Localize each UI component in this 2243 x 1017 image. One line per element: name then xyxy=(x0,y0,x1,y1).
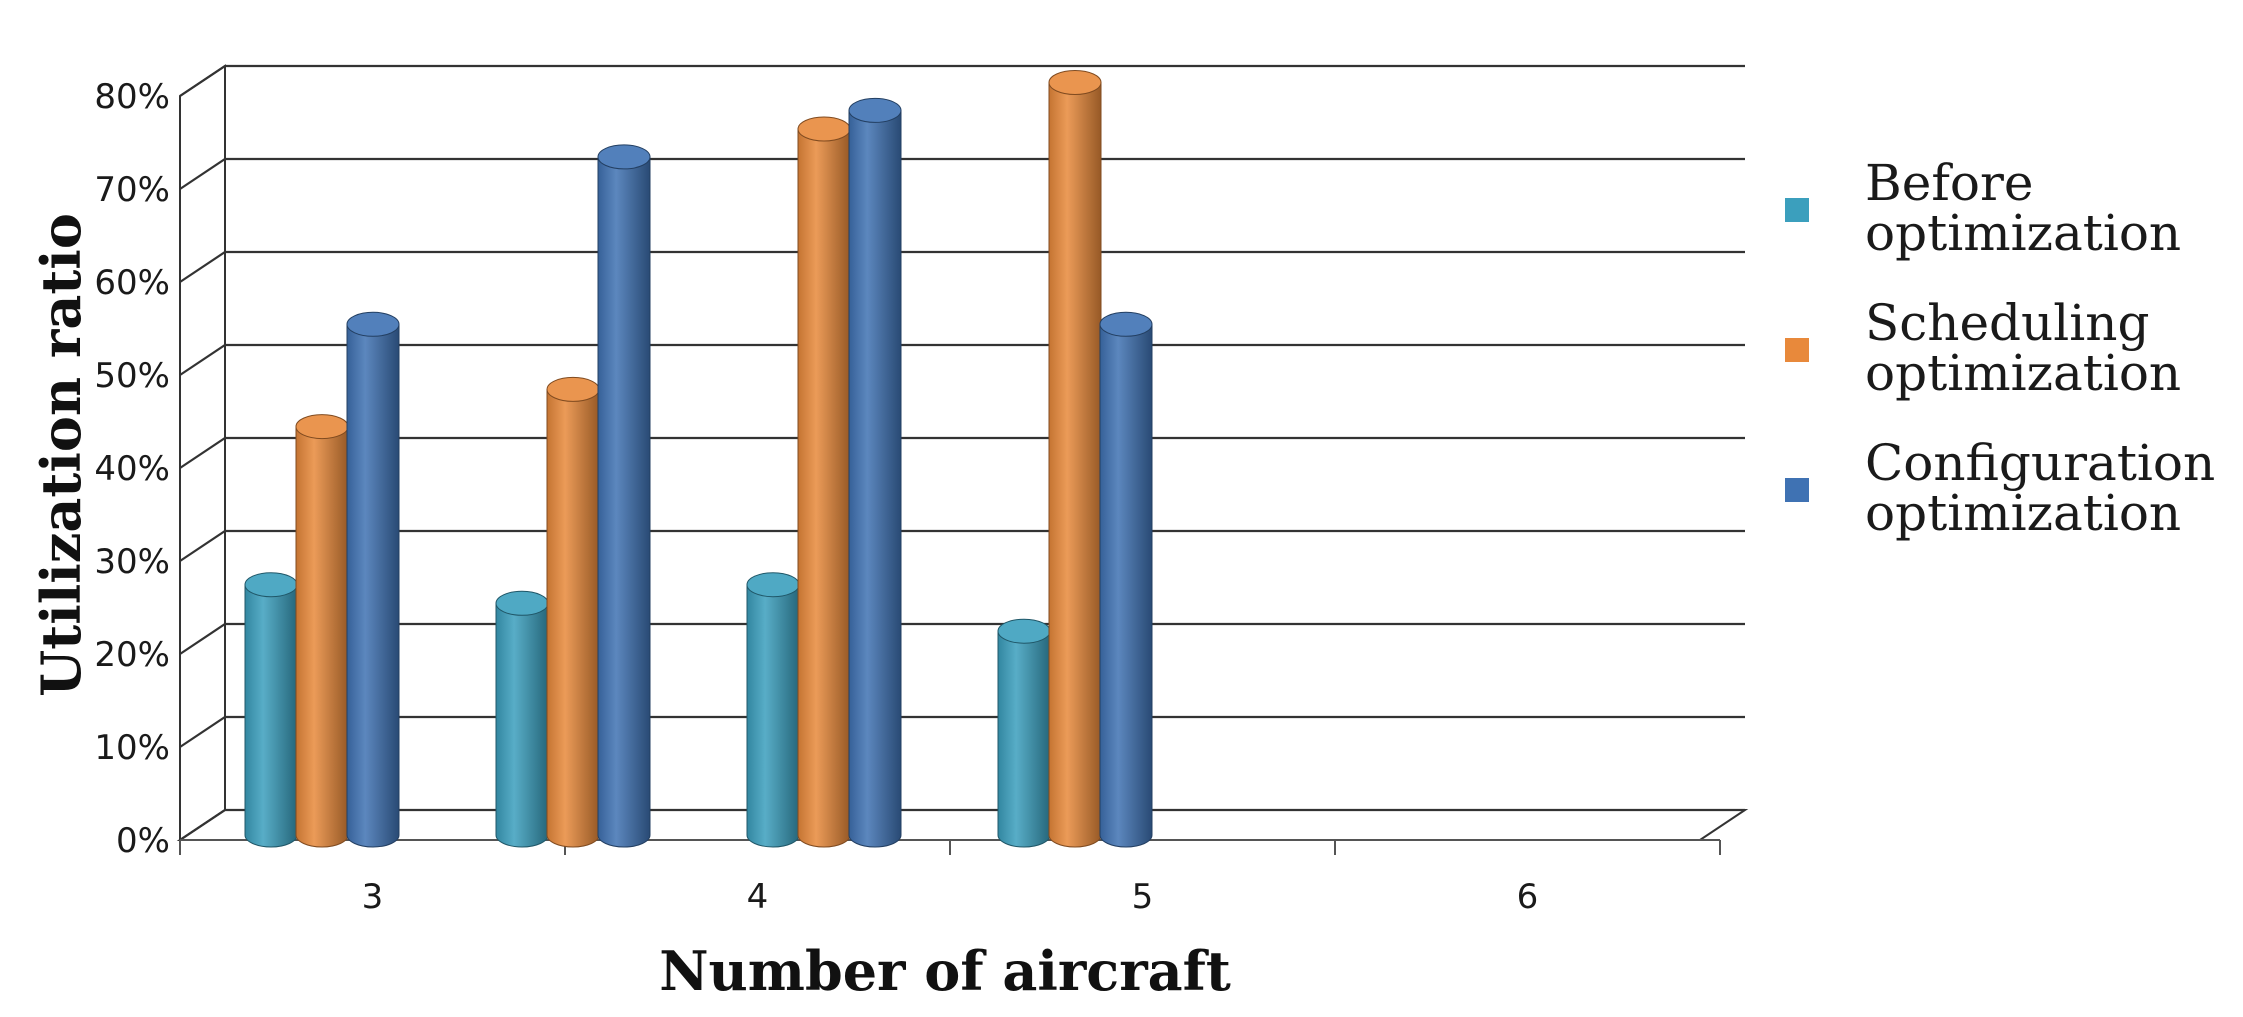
bar-scheduling-optimization-4 xyxy=(546,376,600,848)
y-tick-label: 60% xyxy=(94,263,170,303)
y-axis-title: Utilization ratio xyxy=(29,213,93,697)
y-tick-label: 20% xyxy=(94,635,170,675)
gridline xyxy=(179,622,1745,655)
legend-swatch xyxy=(1785,198,1809,222)
legend-label: optimization xyxy=(1865,484,2181,542)
y-tick-label: 70% xyxy=(94,170,170,210)
x-tick-label: 5 xyxy=(1132,877,1154,917)
gridline xyxy=(179,157,1745,190)
gridline xyxy=(179,343,1745,376)
bar-scheduling-optimization-6 xyxy=(1048,70,1102,848)
legend-label: Configuration xyxy=(1865,434,2215,492)
y-tick-label: 0% xyxy=(116,821,170,861)
legend-label: Before xyxy=(1865,154,2033,212)
legend-label: optimization xyxy=(1865,204,2181,262)
x-tick-label: 3 xyxy=(362,877,384,917)
bar-scheduling-optimization-5 xyxy=(797,116,851,848)
bar-scheduling-optimization-3 xyxy=(295,414,349,848)
x-tick-label: 6 xyxy=(1517,877,1539,917)
x-axis: 3 4 5 6 xyxy=(179,839,1721,917)
gridline xyxy=(179,529,1745,562)
y-tick-label: 50% xyxy=(94,356,170,396)
gridline xyxy=(179,808,1745,841)
bar-before-optimization-4 xyxy=(495,590,549,848)
chart-walls xyxy=(176,64,1749,842)
bar-before-optimization-6 xyxy=(997,618,1051,848)
x-tick-label: 4 xyxy=(747,877,769,917)
legend: BeforeoptimizationSchedulingoptimization… xyxy=(1785,154,2215,542)
bar-configuration-optimization-5 xyxy=(848,97,902,848)
gridline xyxy=(179,64,1745,97)
y-tick-label: 80% xyxy=(94,77,170,117)
x-axis-title: Number of aircraft xyxy=(659,939,1231,1003)
gridlines xyxy=(179,64,1745,841)
legend-label: Scheduling xyxy=(1865,294,2149,352)
gridline xyxy=(179,715,1745,748)
bar-before-optimization-3 xyxy=(244,572,298,848)
y-tick-label: 40% xyxy=(94,449,170,489)
bar-configuration-optimization-4 xyxy=(597,144,651,848)
bar-configuration-optimization-3 xyxy=(346,311,400,848)
gridline xyxy=(179,436,1745,469)
legend-swatch xyxy=(1785,478,1809,502)
bars xyxy=(244,70,1153,848)
bar-before-optimization-5 xyxy=(746,572,800,848)
floor xyxy=(176,809,1749,841)
y-axis-ticks: 0% 10% 20% 30% 40% 50% 60% 70% 80% xyxy=(94,77,170,861)
legend-swatch xyxy=(1785,338,1809,362)
legend-label: optimization xyxy=(1865,344,2181,402)
y-tick-label: 30% xyxy=(94,542,170,582)
gridline xyxy=(179,250,1745,283)
bar-configuration-optimization-6 xyxy=(1099,311,1153,848)
y-tick-label: 10% xyxy=(94,728,170,768)
